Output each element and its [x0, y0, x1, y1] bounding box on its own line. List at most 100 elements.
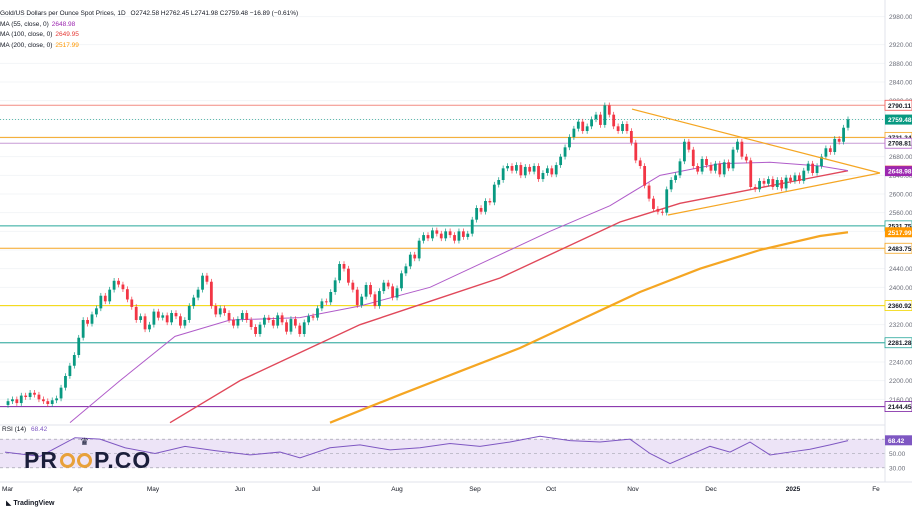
candle-body	[112, 280, 116, 290]
candle-body	[245, 313, 249, 320]
y-tick-label: 2240.00	[889, 360, 912, 367]
rsi-badge-label: 68.42	[888, 438, 905, 445]
candle-body	[612, 114, 616, 127]
candle-body	[470, 219, 474, 234]
candle-body	[846, 119, 850, 128]
candle-body	[736, 141, 739, 150]
watermark-logo: PR P.CO	[24, 447, 151, 474]
candle-body	[775, 180, 779, 187]
candle-body	[515, 165, 518, 171]
candle-body	[271, 320, 275, 326]
candle-body	[183, 320, 187, 326]
candle-body	[541, 173, 545, 180]
candle-body	[828, 148, 832, 152]
candle-body	[125, 289, 129, 300]
candle-body	[607, 105, 611, 115]
candle-body	[749, 160, 753, 187]
triangle-line	[631, 108, 881, 174]
candle-body	[117, 280, 120, 285]
crown-icon: ♛	[80, 437, 89, 448]
candle-body	[629, 131, 633, 143]
candle-body	[333, 280, 337, 292]
rsi-value: 68.42	[31, 426, 48, 433]
candle-body	[621, 124, 624, 131]
candle-body	[550, 168, 554, 175]
candle-body	[687, 141, 691, 150]
candle-body	[506, 166, 509, 169]
candle-body	[214, 306, 218, 315]
candle-body	[377, 291, 381, 306]
candle-body	[837, 138, 841, 142]
y-tick-label: 2320.00	[889, 322, 912, 329]
candle-body	[568, 137, 571, 148]
candle-body	[811, 163, 815, 173]
candle-body	[289, 319, 293, 332]
ma200-value: 2517.99	[55, 41, 79, 49]
candle-body	[232, 320, 235, 326]
y-tick-label: 2160.00	[889, 397, 912, 404]
y-tick-label: 2680.00	[889, 154, 912, 161]
candle-body	[236, 319, 240, 326]
candle-body	[33, 392, 36, 395]
candle-body	[652, 198, 655, 209]
candle-body	[95, 308, 98, 315]
x-tick-label: May	[147, 486, 160, 493]
candle-body	[727, 162, 731, 169]
candle-body	[585, 126, 589, 131]
candle-body	[316, 308, 319, 318]
candle-body	[581, 121, 585, 131]
level-badge	[884, 99, 912, 111]
ma100-label: MA (100, close, 0)	[0, 31, 53, 38]
level-label: 2144.45	[888, 404, 912, 411]
candle-body	[634, 142, 638, 161]
candle-body	[740, 141, 744, 157]
candle-body	[439, 233, 443, 239]
ma55-line	[69, 161, 849, 424]
horizontal-levels	[0, 104, 885, 408]
y-tick-label: 2600.00	[889, 192, 912, 199]
candle-body	[475, 208, 479, 220]
candle-body	[201, 275, 204, 290]
x-tick-label: Sep	[469, 486, 481, 493]
price-badge	[885, 114, 912, 125]
candle-body	[758, 180, 761, 190]
candle-body	[793, 175, 797, 181]
candle-body	[373, 294, 377, 306]
candle-body	[554, 165, 558, 175]
moving-averages	[69, 161, 849, 424]
candle-body	[192, 297, 196, 306]
candle-body	[68, 365, 72, 376]
rsi-legend: RSI (14) 68.42	[2, 426, 47, 433]
candle-body	[108, 289, 112, 302]
candle-body	[599, 114, 602, 125]
candle-body	[722, 162, 726, 175]
candle-body	[594, 114, 598, 120]
candle-body	[187, 306, 191, 320]
candle-body	[674, 175, 677, 180]
candle-body	[466, 233, 470, 237]
candle-body	[369, 285, 372, 295]
candle-body	[647, 185, 651, 199]
level-label: 2360.92	[888, 303, 912, 310]
level-badge	[884, 242, 912, 254]
y-tick-label: 2640.00	[889, 173, 912, 180]
candle-body	[152, 311, 156, 325]
ma100-value: 2649.95	[55, 31, 79, 38]
candle-body	[179, 316, 182, 326]
candle-body	[683, 141, 686, 162]
candle-body	[709, 165, 713, 171]
x-tick-label: Dec	[705, 486, 717, 493]
tradingview-brand[interactable]: ◣ TradingView	[6, 499, 54, 507]
candle-body	[81, 320, 85, 338]
candle-body	[223, 308, 227, 313]
candle-body	[386, 282, 390, 287]
candle-body	[678, 161, 682, 176]
candle-body	[802, 170, 806, 181]
ma55-label: MA (55, close, 0)	[0, 20, 49, 28]
logo-right-text: P.CO	[93, 447, 152, 473]
candle-body	[696, 166, 700, 172]
candle-body	[37, 394, 41, 400]
candle-body	[59, 387, 63, 399]
candle-body	[497, 180, 501, 185]
